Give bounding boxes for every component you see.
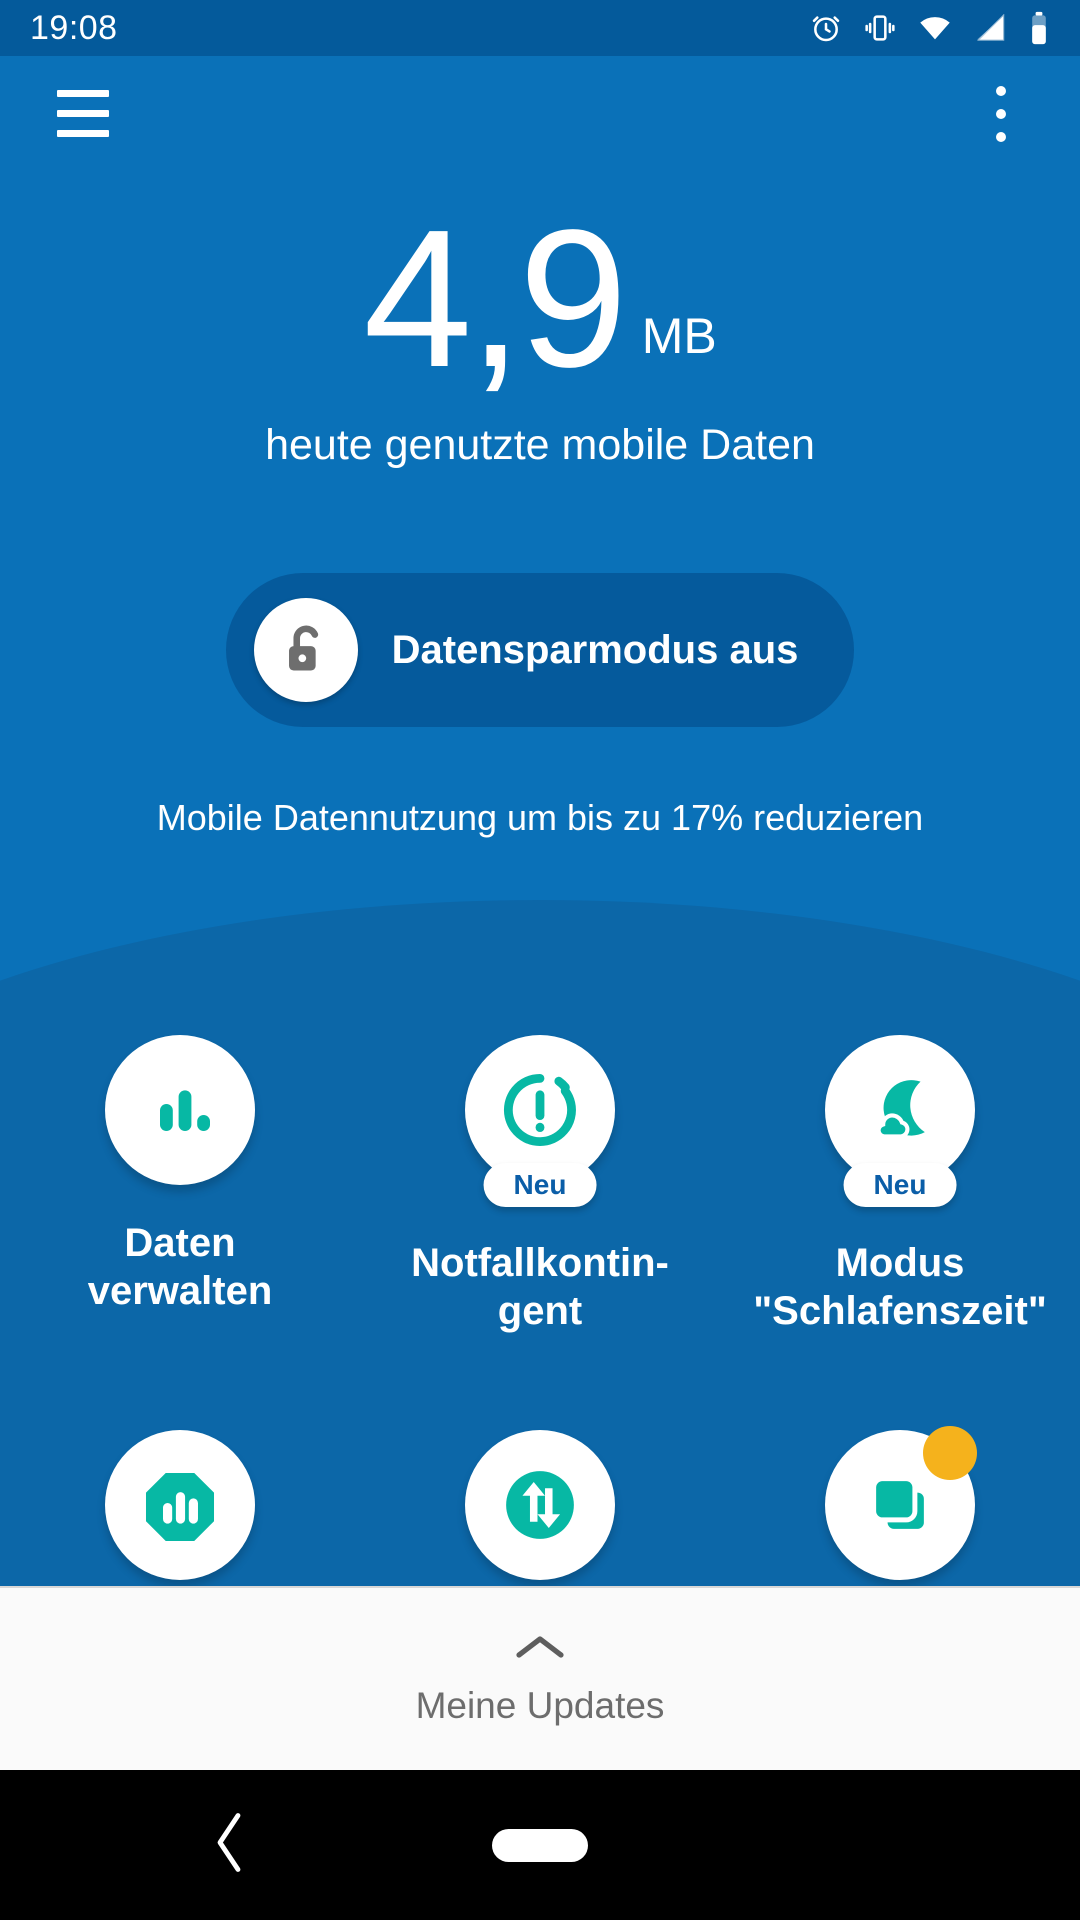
feature-icon-wrap: Neu <box>465 1035 615 1207</box>
feature-grid: Daten verwalten Neu Notfallkontin-gent <box>0 1035 1080 1335</box>
usage-value: 4,9 <box>363 188 627 408</box>
battery-icon <box>1028 11 1050 45</box>
status-icon-tray <box>810 11 1050 45</box>
feature-label: Modus "Schlafenszeit" <box>753 1241 1047 1333</box>
feature-tile-schlafenszeit[interactable]: Neu Modus "Schlafenszeit" <box>720 1035 1080 1335</box>
usage-hero: 4,9 MB heute genutzte mobile Daten <box>0 171 1080 470</box>
app-bar <box>0 56 1080 171</box>
feature-icon-wrap <box>825 1426 977 1580</box>
signal-icon <box>974 14 1006 42</box>
usage-unit: MB <box>641 308 717 364</box>
notification-dot-badge <box>923 1426 977 1480</box>
back-chevron-icon[interactable] <box>212 1812 248 1879</box>
vibrate-icon <box>864 12 896 44</box>
data-saver-toggle[interactable]: Datensparmodus aus <box>226 573 854 727</box>
new-badge: Neu <box>843 1163 957 1207</box>
alarm-icon <box>810 12 842 44</box>
more-vertical-icon[interactable] <box>966 74 1036 154</box>
feature-tile-daten-verwalten[interactable]: Daten verwalten <box>0 1035 360 1335</box>
wifi-icon <box>918 14 952 42</box>
usage-readout: 4,9 MB <box>0 171 1080 408</box>
octagon-bars-icon <box>105 1430 255 1580</box>
data-saver-subtitle: Mobile Datennutzung um bis zu 17% reduzi… <box>156 797 924 838</box>
data-transfer-icon <box>465 1430 615 1580</box>
feature-tile-notfallkontingent[interactable]: Neu Notfallkontin-gent <box>360 1035 720 1335</box>
feature-label: Daten verwalten <box>87 1221 273 1313</box>
unlocked-padlock-icon <box>254 598 358 702</box>
feature-label: Notfallkontin-gent <box>411 1241 669 1333</box>
system-nav-bar <box>0 1770 1080 1920</box>
hamburger-menu-icon[interactable] <box>44 75 122 153</box>
usage-caption: heute genutzte mobile Daten <box>265 421 815 469</box>
feature-icon-wrap <box>105 1035 255 1185</box>
status-clock: 19:08 <box>30 8 118 47</box>
new-badge: Neu <box>483 1163 597 1207</box>
home-pill-icon[interactable] <box>492 1828 588 1862</box>
status-bar: 19:08 <box>0 0 1080 56</box>
feature-grid-row-2: Tageslimit Infofeld- <box>0 1426 1080 1662</box>
chevron-up-icon[interactable] <box>514 1632 566 1667</box>
feature-icon-wrap: Neu <box>825 1035 975 1207</box>
bar-chart-icon <box>105 1035 255 1185</box>
updates-sheet-label: Meine Updates <box>415 1684 665 1726</box>
feature-icon-wrap <box>465 1430 615 1580</box>
moon-cloud-icon <box>825 1035 975 1185</box>
feature-icon-wrap <box>105 1430 255 1580</box>
alert-gauge-icon <box>465 1035 615 1185</box>
data-saver-label: Datensparmodus aus <box>391 627 799 672</box>
updates-bottom-sheet[interactable]: Meine Updates <box>0 1586 1080 1770</box>
